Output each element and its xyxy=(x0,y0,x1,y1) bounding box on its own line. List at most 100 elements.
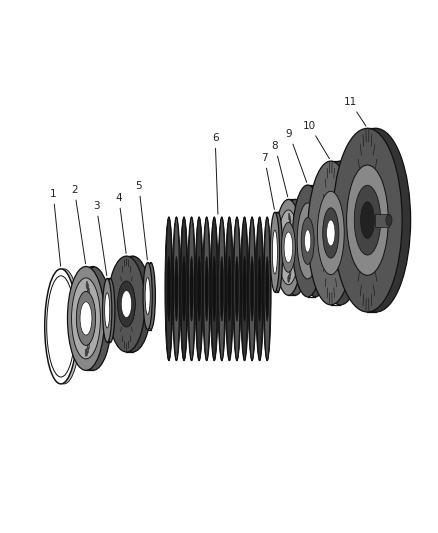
Ellipse shape xyxy=(290,258,292,264)
Ellipse shape xyxy=(290,230,292,237)
Ellipse shape xyxy=(89,330,91,337)
Ellipse shape xyxy=(89,300,91,307)
Ellipse shape xyxy=(218,217,226,361)
Ellipse shape xyxy=(145,278,150,314)
Ellipse shape xyxy=(270,212,279,292)
Ellipse shape xyxy=(143,263,152,329)
Ellipse shape xyxy=(327,220,335,246)
Ellipse shape xyxy=(88,293,90,301)
Ellipse shape xyxy=(291,244,292,251)
Ellipse shape xyxy=(354,185,381,255)
Text: 7: 7 xyxy=(261,152,274,209)
Ellipse shape xyxy=(241,217,247,361)
Ellipse shape xyxy=(190,256,193,321)
Ellipse shape xyxy=(386,214,392,226)
Ellipse shape xyxy=(297,203,318,279)
Ellipse shape xyxy=(278,210,299,285)
Ellipse shape xyxy=(187,217,195,361)
Ellipse shape xyxy=(257,217,263,361)
Ellipse shape xyxy=(301,217,314,264)
Ellipse shape xyxy=(240,217,248,361)
Ellipse shape xyxy=(195,217,203,361)
Ellipse shape xyxy=(291,237,292,244)
Ellipse shape xyxy=(88,342,89,349)
Ellipse shape xyxy=(346,165,388,275)
Ellipse shape xyxy=(85,349,87,357)
Text: 3: 3 xyxy=(93,200,107,276)
Ellipse shape xyxy=(290,264,291,271)
Ellipse shape xyxy=(188,217,194,361)
Ellipse shape xyxy=(251,256,254,321)
Ellipse shape xyxy=(220,256,223,321)
Text: 11: 11 xyxy=(343,97,366,126)
Ellipse shape xyxy=(258,256,261,321)
Ellipse shape xyxy=(289,272,290,279)
Ellipse shape xyxy=(263,217,271,361)
Ellipse shape xyxy=(173,217,180,361)
Ellipse shape xyxy=(289,275,290,281)
Ellipse shape xyxy=(233,217,241,361)
FancyBboxPatch shape xyxy=(375,214,389,227)
Ellipse shape xyxy=(291,251,292,258)
Ellipse shape xyxy=(211,217,217,361)
Ellipse shape xyxy=(196,217,202,361)
Ellipse shape xyxy=(284,232,293,263)
Ellipse shape xyxy=(86,281,88,288)
Ellipse shape xyxy=(89,315,91,322)
Ellipse shape xyxy=(273,212,283,292)
Ellipse shape xyxy=(87,284,89,291)
Ellipse shape xyxy=(360,202,374,239)
Ellipse shape xyxy=(275,199,302,295)
Text: 4: 4 xyxy=(116,192,126,253)
Ellipse shape xyxy=(102,278,112,342)
Ellipse shape xyxy=(88,336,90,343)
Ellipse shape xyxy=(248,217,256,361)
Ellipse shape xyxy=(307,161,354,305)
Ellipse shape xyxy=(76,292,95,345)
Ellipse shape xyxy=(105,293,110,328)
Ellipse shape xyxy=(45,269,77,384)
Ellipse shape xyxy=(272,230,277,274)
Ellipse shape xyxy=(290,224,291,231)
Ellipse shape xyxy=(204,217,210,361)
Ellipse shape xyxy=(341,128,410,312)
Ellipse shape xyxy=(47,276,75,377)
Ellipse shape xyxy=(106,278,115,342)
Ellipse shape xyxy=(114,256,151,352)
Text: 2: 2 xyxy=(71,184,85,264)
Ellipse shape xyxy=(323,208,339,258)
Ellipse shape xyxy=(226,217,233,361)
Text: 6: 6 xyxy=(212,133,219,214)
Ellipse shape xyxy=(89,307,91,314)
Ellipse shape xyxy=(282,199,309,295)
Ellipse shape xyxy=(167,256,170,321)
Ellipse shape xyxy=(165,217,173,361)
Ellipse shape xyxy=(292,185,323,297)
Ellipse shape xyxy=(265,256,269,321)
Text: 1: 1 xyxy=(50,189,60,266)
Ellipse shape xyxy=(67,266,105,370)
Ellipse shape xyxy=(198,256,201,321)
Ellipse shape xyxy=(146,263,155,329)
Text: 5: 5 xyxy=(135,181,147,260)
Ellipse shape xyxy=(212,256,216,321)
Ellipse shape xyxy=(249,217,255,361)
Ellipse shape xyxy=(87,346,89,353)
Ellipse shape xyxy=(234,217,240,361)
Ellipse shape xyxy=(243,256,246,321)
Ellipse shape xyxy=(175,256,178,321)
Ellipse shape xyxy=(228,256,231,321)
Ellipse shape xyxy=(173,217,180,361)
Ellipse shape xyxy=(80,302,92,335)
Ellipse shape xyxy=(117,281,135,327)
Ellipse shape xyxy=(205,256,208,321)
Ellipse shape xyxy=(86,349,88,356)
Ellipse shape xyxy=(235,256,239,321)
Ellipse shape xyxy=(300,185,331,297)
Ellipse shape xyxy=(180,217,188,361)
Ellipse shape xyxy=(48,269,80,384)
Ellipse shape xyxy=(317,161,364,305)
Ellipse shape xyxy=(290,269,291,276)
Ellipse shape xyxy=(121,290,132,318)
Ellipse shape xyxy=(89,322,91,330)
